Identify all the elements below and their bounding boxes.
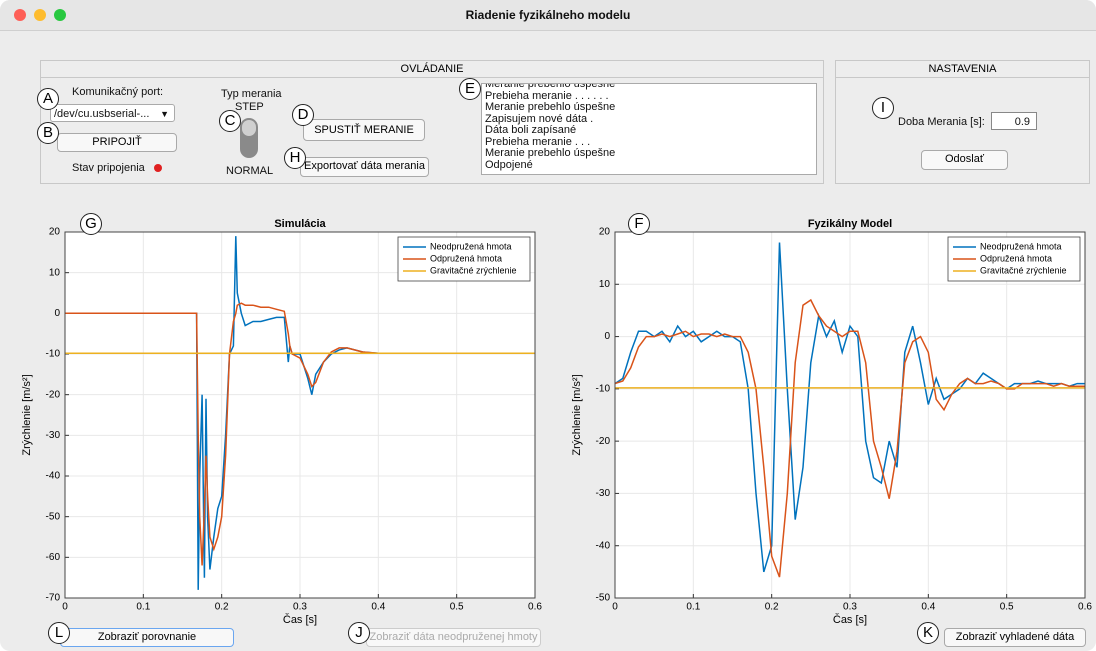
y-tick-label: -20 — [596, 436, 611, 447]
y-axis-label: Zrýchlenie [m/s²] — [571, 374, 583, 455]
y-tick-label: -70 — [46, 593, 61, 604]
data-line — [614, 298, 1085, 578]
marker: B — [37, 122, 59, 144]
x-axis-label: Čas [s] — [833, 613, 867, 626]
y-tick-label: 10 — [599, 279, 611, 290]
x-axis-label: Čas [s] — [283, 613, 317, 626]
legend-label: Gravitačné zrýchlenie — [430, 265, 517, 275]
y-tick-label: -40 — [596, 540, 611, 551]
smoothed-button[interactable]: Zobraziť vyhladené dáta — [944, 628, 1086, 647]
x-tick-label: 0.3 — [843, 602, 857, 613]
export-button[interactable]: Exportovať dáta merania — [300, 157, 429, 177]
y-tick-label: -60 — [46, 552, 61, 563]
window-title: Riadenie fyzikálneho modelu — [465, 8, 631, 22]
legend-label: Gravitačné zrýchlenie — [980, 265, 1067, 275]
plot-frame — [614, 231, 1086, 599]
switch-knob — [242, 120, 256, 136]
y-tick-label: -30 — [46, 430, 61, 441]
x-tick-label: 0.2 — [215, 602, 229, 613]
marker: G — [80, 213, 102, 235]
x-tick-label: 0 — [62, 602, 68, 613]
marker: C — [219, 110, 241, 132]
marker: A — [37, 88, 59, 110]
x-tick-label: 0.1 — [686, 602, 700, 613]
send-button[interactable]: Odoslať — [921, 150, 1008, 170]
legend-label: Neodpružená hmota — [430, 241, 512, 251]
y-tick-label: -50 — [596, 593, 611, 604]
marker: F — [628, 213, 650, 235]
marker: D — [292, 104, 314, 126]
log-entry: Prebieha meranie . . . . . . — [485, 89, 609, 102]
y-tick-label: -30 — [596, 488, 611, 499]
x-tick-label: 0.4 — [921, 602, 935, 613]
port-value: /dev/cu.usbserial-... — [54, 108, 150, 120]
mode-label: Typ merania — [221, 88, 282, 100]
y-tick-label: -10 — [46, 349, 61, 360]
y-tick-label: 20 — [49, 227, 61, 238]
marker: J — [348, 622, 370, 644]
x-tick-label: 0.1 — [136, 602, 150, 613]
port-label: Komunikačný port: — [72, 86, 164, 98]
legend-label: Odpružená hmota — [430, 253, 502, 263]
duration-label: Doba Merania [s]: — [898, 116, 985, 128]
y-tick-label: 0 — [604, 331, 610, 342]
compare-button[interactable]: Zobraziť porovnanie — [60, 628, 234, 647]
y-axis-label: Zrýchlenie [m/s²] — [21, 374, 33, 455]
y-tick-label: -20 — [46, 389, 61, 400]
panel-title: NASTAVENIA — [836, 61, 1089, 78]
x-tick-label: 0.6 — [528, 602, 542, 613]
y-tick-label: -40 — [46, 471, 61, 482]
marker: K — [917, 622, 939, 644]
y-tick-label: -10 — [596, 383, 611, 394]
minimize-button[interactable] — [34, 9, 46, 21]
mode-on-label: STEP — [235, 101, 264, 113]
log-entry: Prebieha meranie . . . — [485, 135, 591, 148]
title-bar: Riadenie fyzikálneho modelu — [0, 0, 1096, 31]
y-tick-label: 0 — [54, 308, 60, 319]
unsprung-button[interactable]: Zobraziť dáta neodpruženej hmoty — [366, 628, 541, 647]
start-button[interactable]: SPUSTIŤ MERANIE — [303, 119, 425, 141]
y-tick-label: 10 — [49, 267, 61, 278]
legend-label: Odpružená hmota — [980, 253, 1052, 263]
mode-off-label: NORMAL — [226, 165, 274, 177]
marker: L — [48, 622, 70, 644]
dropdown-arrow: ▼ — [160, 109, 169, 119]
log-entry: Zapisujem nové dáta . — [485, 112, 594, 125]
marker: E — [459, 78, 481, 100]
port-dropdown[interactable]: /dev/cu.usbserial-... ▼ — [50, 104, 175, 122]
marker: I — [872, 97, 894, 119]
x-tick-label: 0.2 — [765, 602, 779, 613]
x-tick-label: 0.3 — [293, 602, 307, 613]
x-tick-label: 0.6 — [1078, 602, 1092, 613]
mode-switch[interactable] — [240, 118, 258, 158]
duration-input[interactable]: 0.9 — [991, 112, 1037, 130]
log-entry: Meranie prebehlo úspešne — [485, 83, 616, 90]
status-lamp — [154, 164, 162, 172]
y-tick-label: -50 — [46, 511, 61, 522]
panel-title: OVLÁDANIE — [41, 61, 823, 78]
log-entry: Dáta boli zapísané — [485, 124, 577, 136]
x-tick-label: 0.5 — [1000, 602, 1014, 613]
legend-label: Neodpružená hmota — [980, 241, 1062, 251]
log-entry: Meranie prebehlo úspešne — [485, 147, 616, 159]
connect-button[interactable]: PRIPOJIŤ — [57, 133, 177, 152]
chart-title: Simulácia — [274, 218, 326, 230]
x-tick-label: 0 — [612, 602, 618, 613]
close-button[interactable] — [14, 9, 26, 21]
log-list: Meranie prebehlo úspešne Prebieha meranie… — [481, 83, 817, 175]
x-tick-label: 0.4 — [371, 602, 385, 613]
connection-status-label: Stav pripojenia — [72, 162, 145, 174]
zoom-button[interactable] — [54, 9, 66, 21]
x-tick-label: 0.5 — [450, 602, 464, 613]
log-entry: Meranie prebehlo úspešne — [485, 101, 616, 113]
chart-title: Fyzikálny Model — [808, 218, 892, 230]
marker: H — [284, 147, 306, 169]
log-entry: Odpojené — [485, 158, 533, 171]
data-line — [65, 302, 535, 566]
y-tick-label: 20 — [599, 227, 611, 238]
plot-frame — [64, 231, 536, 599]
